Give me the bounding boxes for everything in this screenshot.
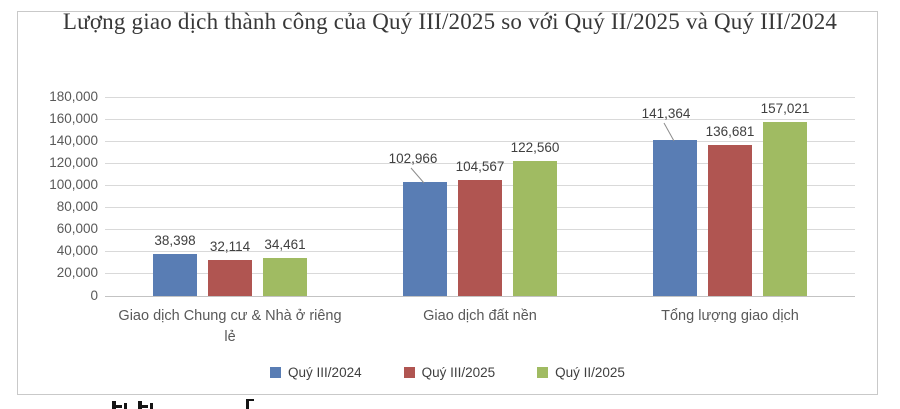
- legend-swatch-icon: [537, 367, 549, 378]
- y-axis-tick-label: 140,000: [49, 132, 98, 148]
- y-axis-tick-label: 120,000: [49, 154, 98, 170]
- cropped-glyph: [150, 403, 153, 409]
- gridline: [105, 295, 855, 297]
- bar-Quý-III-2024: [653, 140, 697, 296]
- legend-label: Quý III/2025: [421, 365, 496, 380]
- y-axis-tick-label: 60,000: [56, 221, 98, 237]
- data-label: 32,114: [209, 239, 251, 254]
- x-axis-category-label: Giao dịch Chung cư & Nhà ở riêng lẻ: [118, 308, 342, 345]
- bar-Quý-III-2024: [153, 254, 197, 296]
- y-axis-tick-label: 80,000: [56, 199, 98, 215]
- data-label: 141,364: [641, 106, 691, 121]
- x-axis-category-label: Giao dịch đất nền: [423, 308, 537, 324]
- bar-Quý-II-2025: [263, 258, 307, 296]
- cropped-glyph: [138, 401, 142, 409]
- bar-Quý-III-2025: [458, 180, 502, 296]
- cropped-glyph: [116, 405, 122, 408]
- legend-swatch-icon: [270, 367, 282, 378]
- data-label: 136,681: [705, 124, 755, 139]
- gridline: [105, 162, 855, 164]
- legend-item: Quý III/2024: [270, 365, 362, 380]
- cropped-glyph: [124, 403, 127, 409]
- legend-item: Quý II/2025: [537, 365, 625, 380]
- legend-label: Quý III/2024: [288, 365, 362, 380]
- x-axis-category-label: Tổng lượng giao dịch: [661, 308, 799, 324]
- y-axis-tick-label: 40,000: [56, 243, 98, 259]
- data-label: 157,021: [760, 101, 810, 116]
- data-label: 102,966: [388, 151, 438, 166]
- gridline: [105, 118, 855, 120]
- bar-Quý-II-2025: [513, 161, 557, 296]
- gridline: [105, 96, 855, 98]
- y-axis-tick-label: 160,000: [49, 110, 98, 126]
- y-axis-tick-label: 20,000: [56, 265, 98, 281]
- gridline: [105, 140, 855, 142]
- y-axis-tick-label: 180,000: [49, 88, 98, 104]
- cropped-glyph: [246, 399, 254, 401]
- data-label: 38,398: [154, 233, 196, 248]
- legend-label: Quý II/2025: [555, 365, 625, 380]
- y-axis-tick-label: 0: [90, 287, 98, 303]
- data-label: 34,461: [264, 237, 306, 252]
- cropped-glyph: [246, 399, 249, 409]
- data-label: 104,567: [455, 159, 505, 174]
- y-axis-tick-label: 100,000: [49, 176, 98, 192]
- data-label: 122,560: [510, 140, 560, 155]
- chart-title: Lượng giao dịch thành công của Quý III/2…: [62, 9, 838, 34]
- cropped-glyph: [112, 401, 116, 409]
- bar-Quý-III-2024: [403, 182, 447, 296]
- legend-item: Quý III/2025: [403, 365, 496, 380]
- cropped-glyph: [142, 405, 148, 408]
- bar-Quý-III-2025: [708, 145, 752, 296]
- legend: Quý III/2024 Quý III/2025 Quý II/2025: [17, 365, 878, 380]
- legend-swatch-icon: [403, 367, 415, 378]
- bar-Quý-II-2025: [763, 122, 807, 296]
- bar-Quý-III-2025: [208, 260, 252, 296]
